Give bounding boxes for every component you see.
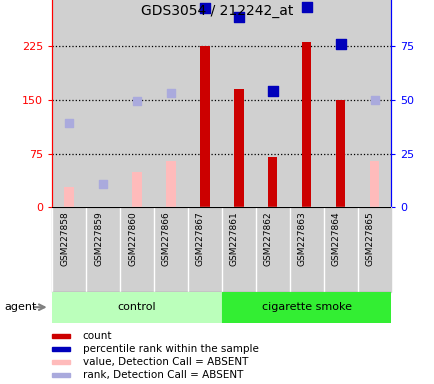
Text: GSM227861: GSM227861 bbox=[229, 212, 238, 266]
Text: value, Detection Call = ABSENT: value, Detection Call = ABSENT bbox=[82, 357, 247, 367]
Bar bbox=[233, 89, 243, 207]
Text: rank, Detection Call = ABSENT: rank, Detection Call = ABSENT bbox=[82, 370, 243, 380]
Bar bbox=[52, 360, 69, 364]
Bar bbox=[52, 292, 221, 323]
Point bbox=[370, 97, 377, 103]
Bar bbox=[52, 373, 69, 376]
Point bbox=[336, 41, 343, 47]
Bar bbox=[221, 0, 255, 207]
Text: control: control bbox=[118, 302, 156, 312]
Point bbox=[235, 14, 242, 20]
Point bbox=[269, 88, 276, 94]
Bar bbox=[335, 100, 345, 207]
Point bbox=[167, 89, 174, 96]
Point bbox=[99, 181, 106, 187]
Bar bbox=[187, 207, 221, 292]
Bar bbox=[267, 157, 277, 207]
Bar bbox=[255, 0, 289, 207]
Bar bbox=[52, 334, 69, 338]
Text: agent: agent bbox=[4, 302, 36, 312]
Text: GSM227862: GSM227862 bbox=[263, 212, 272, 266]
Text: GSM227859: GSM227859 bbox=[94, 212, 103, 266]
Text: GSM227858: GSM227858 bbox=[60, 212, 69, 266]
Bar bbox=[154, 0, 187, 207]
Text: GSM227863: GSM227863 bbox=[297, 212, 306, 266]
Bar bbox=[64, 187, 74, 207]
Bar bbox=[289, 0, 323, 207]
Bar bbox=[369, 161, 378, 207]
Bar bbox=[52, 347, 69, 351]
Text: GSM227860: GSM227860 bbox=[128, 212, 137, 266]
Point bbox=[133, 98, 140, 104]
Bar bbox=[357, 207, 391, 292]
Bar bbox=[154, 207, 187, 292]
Bar bbox=[323, 207, 357, 292]
Text: GSM227864: GSM227864 bbox=[331, 212, 340, 266]
Bar bbox=[323, 0, 357, 207]
Bar bbox=[120, 0, 154, 207]
Bar bbox=[221, 292, 391, 323]
Bar bbox=[221, 207, 255, 292]
Bar bbox=[132, 172, 141, 207]
Text: GSM227866: GSM227866 bbox=[161, 212, 171, 266]
Point bbox=[201, 5, 208, 11]
Point bbox=[302, 3, 309, 10]
Bar bbox=[301, 43, 311, 207]
Text: cigarette smoke: cigarette smoke bbox=[261, 302, 351, 312]
Bar bbox=[52, 0, 86, 207]
Bar bbox=[200, 46, 209, 207]
Point bbox=[66, 120, 72, 126]
Bar bbox=[86, 0, 120, 207]
Text: count: count bbox=[82, 331, 112, 341]
Text: GSM227867: GSM227867 bbox=[195, 212, 204, 266]
Text: GSM227865: GSM227865 bbox=[365, 212, 374, 266]
Bar bbox=[120, 207, 154, 292]
Bar bbox=[255, 207, 289, 292]
Bar bbox=[187, 0, 221, 207]
Text: GDS3054 / 212242_at: GDS3054 / 212242_at bbox=[141, 4, 293, 18]
Bar bbox=[52, 207, 86, 292]
Bar bbox=[289, 207, 323, 292]
Bar bbox=[86, 207, 120, 292]
Bar bbox=[357, 0, 391, 207]
Bar bbox=[166, 161, 175, 207]
Text: percentile rank within the sample: percentile rank within the sample bbox=[82, 344, 258, 354]
